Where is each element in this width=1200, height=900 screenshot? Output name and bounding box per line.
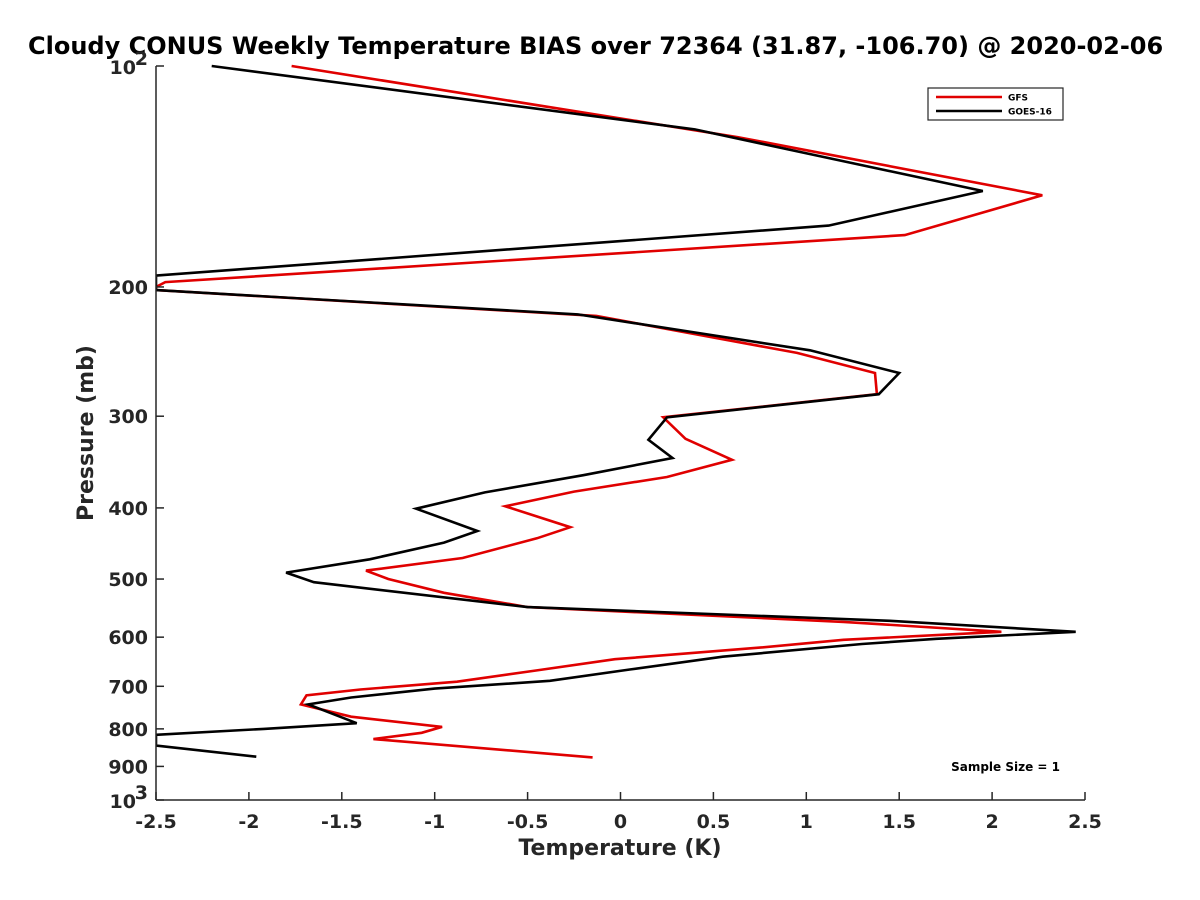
x-axis: -2.5 -2 -1.5 -1 -0.5 0 0.5 1 1.5 2 2.5 — [135, 792, 1102, 833]
x-tick-label: 1 — [800, 811, 813, 833]
legend-label-gfs: GFS — [1008, 94, 1028, 104]
legend-label-goes-16: GOES-16 — [1008, 108, 1052, 118]
y-tick-label: 600 — [108, 627, 148, 649]
legend-box — [927, 87, 1064, 121]
sample-size-annotation: Sample Size = 1 — [951, 760, 1060, 774]
y-tick-label: 800 — [108, 719, 148, 741]
y-tick-label: 200 — [108, 277, 148, 299]
y-tick-label: 10 — [110, 791, 136, 813]
y-tick-exponent: 2 — [135, 48, 148, 70]
x-tick-label: 2 — [985, 811, 998, 833]
x-tick-label: 0 — [614, 811, 627, 833]
x-tick-label: 1.5 — [882, 811, 916, 833]
chart-title: Cloudy CONUS Weekly Temperature BIAS ove… — [28, 32, 1163, 60]
x-tick-label: 2.5 — [1068, 811, 1102, 833]
x-tick-label: -1 — [424, 811, 445, 833]
plot-area — [156, 64, 1076, 759]
x-tick-label: -1.5 — [321, 811, 363, 833]
x-tick-label: -0.5 — [507, 811, 549, 833]
x-tick-label: -2 — [238, 811, 259, 833]
series-group — [156, 64, 1076, 759]
y-tick-label: 900 — [108, 756, 148, 778]
x-axis-label: Temperature (K) — [518, 836, 721, 861]
y-tick-exponent: 3 — [135, 782, 148, 804]
y-tick-label: 400 — [108, 498, 148, 520]
series-line-goes-16 — [156, 64, 1076, 758]
y-axis-label: Pressure (mb) — [74, 345, 99, 521]
x-tick-label: -2.5 — [135, 811, 177, 833]
y-tick-label: 300 — [108, 406, 148, 428]
legend: GFS GOES-16 — [927, 87, 1064, 121]
x-tick-label: 0.5 — [697, 811, 731, 833]
y-tick-label: 10 — [110, 57, 136, 79]
y-tick-label: 700 — [108, 676, 148, 698]
y-tick-label: 500 — [108, 569, 148, 591]
